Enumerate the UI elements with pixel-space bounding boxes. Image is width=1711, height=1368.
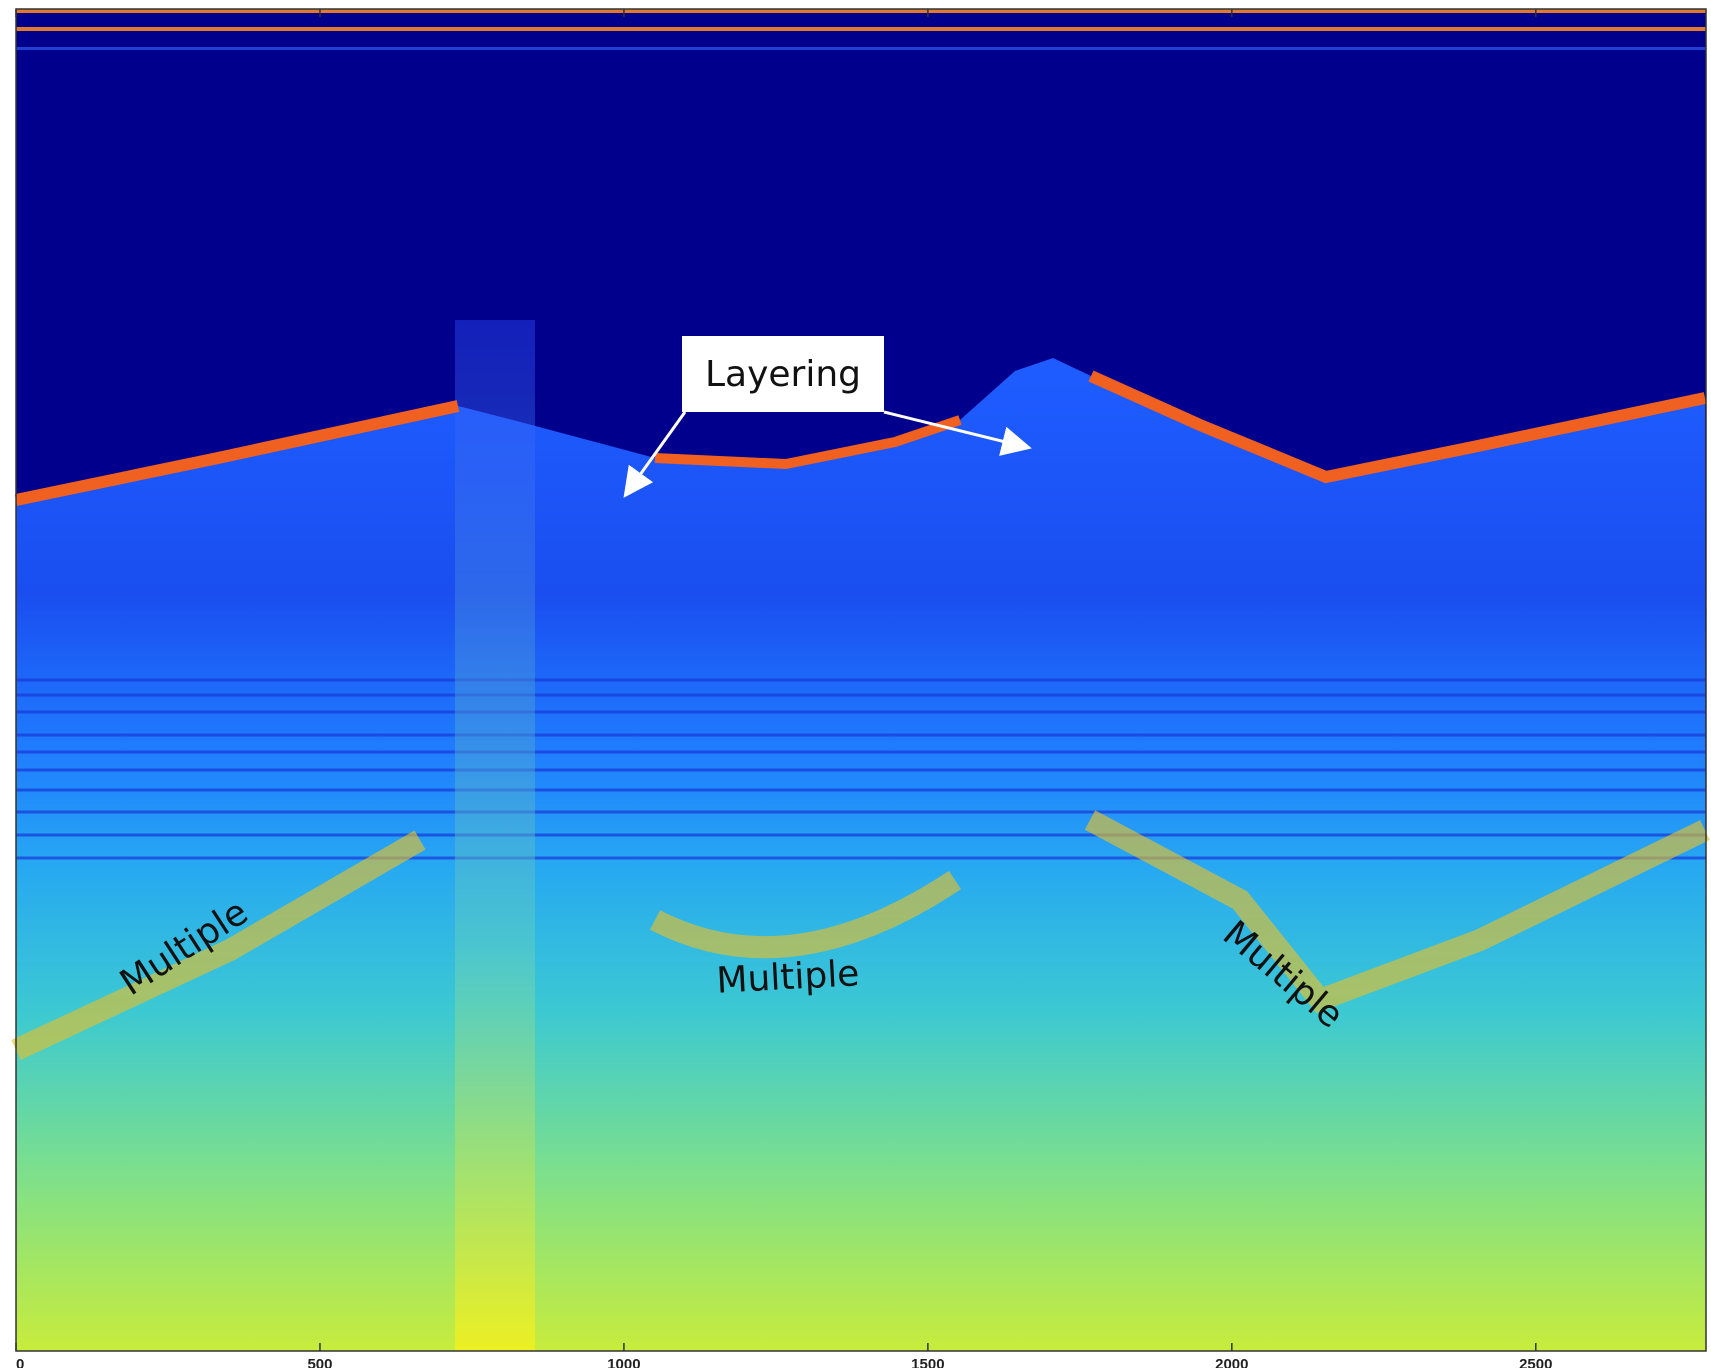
top-line (16, 27, 1706, 31)
x-tick-label: 1000 (607, 1356, 640, 1368)
x-tick-label: 2500 (1519, 1356, 1552, 1368)
x-tick-label: 0 (16, 1356, 24, 1368)
annotation: Layering (705, 354, 861, 395)
x-tick-label: 1500 (911, 1356, 944, 1368)
subsurface (16, 358, 1706, 1351)
annotation: Multiple (715, 953, 860, 1001)
top-line (16, 47, 1706, 50)
vertical-stripe (455, 320, 535, 1351)
echogram: Layering Multiple Multiple Multiple 0500… (0, 0, 1711, 1368)
page: {"chart_data": {"type": "echogram", "xli… (0, 0, 1711, 1368)
x-tick-label: 2000 (1215, 1356, 1248, 1368)
x-tick-label: 500 (307, 1356, 332, 1368)
